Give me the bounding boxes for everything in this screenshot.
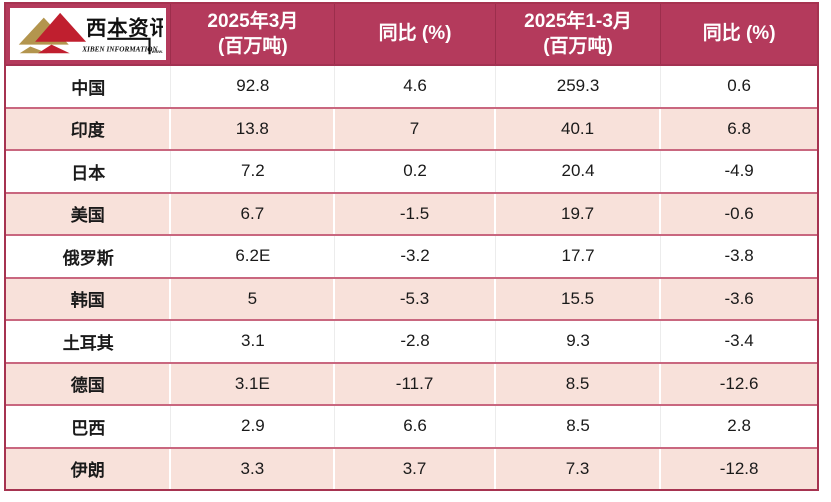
header-col-cumulative: 2025年1-3月 (百万吨) [496,4,662,64]
table-row-india: 印度 13.8 7 40.1 6.8 [6,106,817,149]
country-cell: 美国 [6,193,172,234]
value-cell: -3.2 [335,236,496,277]
country-cell: 伊朗 [6,448,172,489]
value-cell: 13.8 [171,108,336,149]
country-cell: 中国 [6,66,172,107]
table-row-usa: 美国 6.7 -1.5 19.7 -0.6 [6,191,817,234]
value-cell: 5 [171,278,336,319]
value-cell: -3.4 [724,331,754,351]
value-cell: -2.8 [335,321,496,362]
value-cell: 7.2 [171,151,336,192]
value-cell: 8.5 [496,363,662,404]
value-cell: 6.2E [171,236,336,277]
country-cell: 德国 [6,363,172,404]
country-cell: 土耳其 [6,321,172,362]
value-cell: 3.1E [171,363,336,404]
header-col-yoy-month: 同比 (%) [335,4,496,64]
xiben-mountain-logo-icon: 西本资讯 XIBEN INFORMATION WWW.96369.NET [18,12,164,54]
value-cell: 0.6 [727,76,751,96]
value-cell: 20.4 [496,151,662,192]
value-cell: -0.6 [724,203,754,223]
table-row-korea: 韩国 5 -5.3 15.5 -3.6 [6,276,817,319]
table-row-turkey: 土耳其 3.1 -2.8 9.3 -3.4 [6,319,817,362]
value-cell: 4.6 [335,66,496,107]
value-cell: -12.8 [719,458,759,478]
country-cell: 印度 [6,108,172,149]
header-col-month-line1: 2025年3月 [207,10,299,32]
value-cell: 9.3 [496,321,662,362]
value-cell: 259.3 [496,66,662,107]
header-col-cumulative-line1: 2025年1-3月 [524,10,632,32]
value-cell: 6.8 [727,118,751,138]
header-col-month: 2025年3月 (百万吨) [171,4,336,64]
value-cell: 3.3 [171,448,336,489]
value-cell: -4.9 [724,161,754,181]
value-cell: 6.7 [171,193,336,234]
value-cell: -1.5 [335,193,496,234]
value-cell: -11.7 [335,363,496,404]
header-col-yoy-cumulative-label: 同比 (%) [702,23,776,45]
table-row-germany: 德国 3.1E -11.7 8.5 -12.6 [6,361,817,404]
value-cell: 0.2 [335,151,496,192]
header-col-yoy-month-label: 同比 (%) [378,23,452,45]
logo-cell: 西本资讯 XIBEN INFORMATION WWW.96369.NET [6,4,172,64]
value-cell: 2.9 [171,406,336,447]
logo-en-text: XIBEN INFORMATION [81,45,158,53]
value-cell: -12.6 [719,373,759,393]
value-cell: 17.7 [496,236,662,277]
header-col-yoy-cumulative: 同比 (%) [661,4,817,64]
value-cell: 19.7 [496,193,662,234]
value-cell: 3.1 [171,321,336,362]
country-cell: 巴西 [6,406,172,447]
xiben-logo: 西本资讯 XIBEN INFORMATION WWW.96369.NET [10,8,167,60]
table-row-brazil: 巴西 2.9 6.6 8.5 2.8 [6,404,817,447]
table-row-iran: 伊朗 3.3 3.7 7.3 -12.8 [6,446,817,489]
value-cell: 15.5 [496,278,662,319]
value-cell: -5.3 [335,278,496,319]
value-cell: -3.6 [724,288,754,308]
value-cell: 2.8 [727,416,751,436]
value-cell: 92.8 [171,66,336,107]
steel-production-table: 西本资讯 XIBEN INFORMATION WWW.96369.NET 202… [4,2,819,491]
value-cell: 7.3 [496,448,662,489]
table-header: 西本资讯 XIBEN INFORMATION WWW.96369.NET 202… [6,4,817,66]
logo-site-text: WWW.96369.NET [152,50,164,54]
table-row-russia: 俄罗斯 6.2E -3.2 17.7 -3.8 [6,234,817,277]
logo-cn-text: 西本资讯 [86,16,163,40]
value-cell: 8.5 [496,406,662,447]
table-row-japan: 日本 7.2 0.2 20.4 -4.9 [6,149,817,192]
table-row-china: 中国 92.8 4.6 259.3 0.6 [6,66,817,107]
value-cell: 7 [335,108,496,149]
header-col-cumulative-line2: (百万吨) [543,36,613,57]
country-cell: 日本 [6,151,172,192]
header-col-month-line2: (百万吨) [218,36,288,57]
value-cell: 6.6 [335,406,496,447]
value-cell: -3.8 [724,246,754,266]
country-cell: 韩国 [6,278,172,319]
value-cell: 3.7 [335,448,496,489]
value-cell: 40.1 [496,108,662,149]
country-cell: 俄罗斯 [6,236,172,277]
